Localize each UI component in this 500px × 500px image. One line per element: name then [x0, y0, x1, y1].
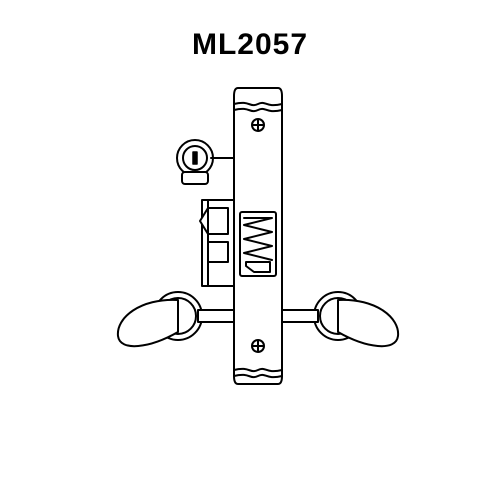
deadlatch [208, 242, 228, 262]
keyway-slot [193, 152, 197, 164]
left-lever-shank [198, 310, 234, 322]
product-figure: ML2057 [0, 0, 500, 500]
cylinder-housing-tab [182, 172, 208, 184]
right-lever-shank [282, 310, 318, 322]
lock-line-drawing [0, 0, 500, 500]
